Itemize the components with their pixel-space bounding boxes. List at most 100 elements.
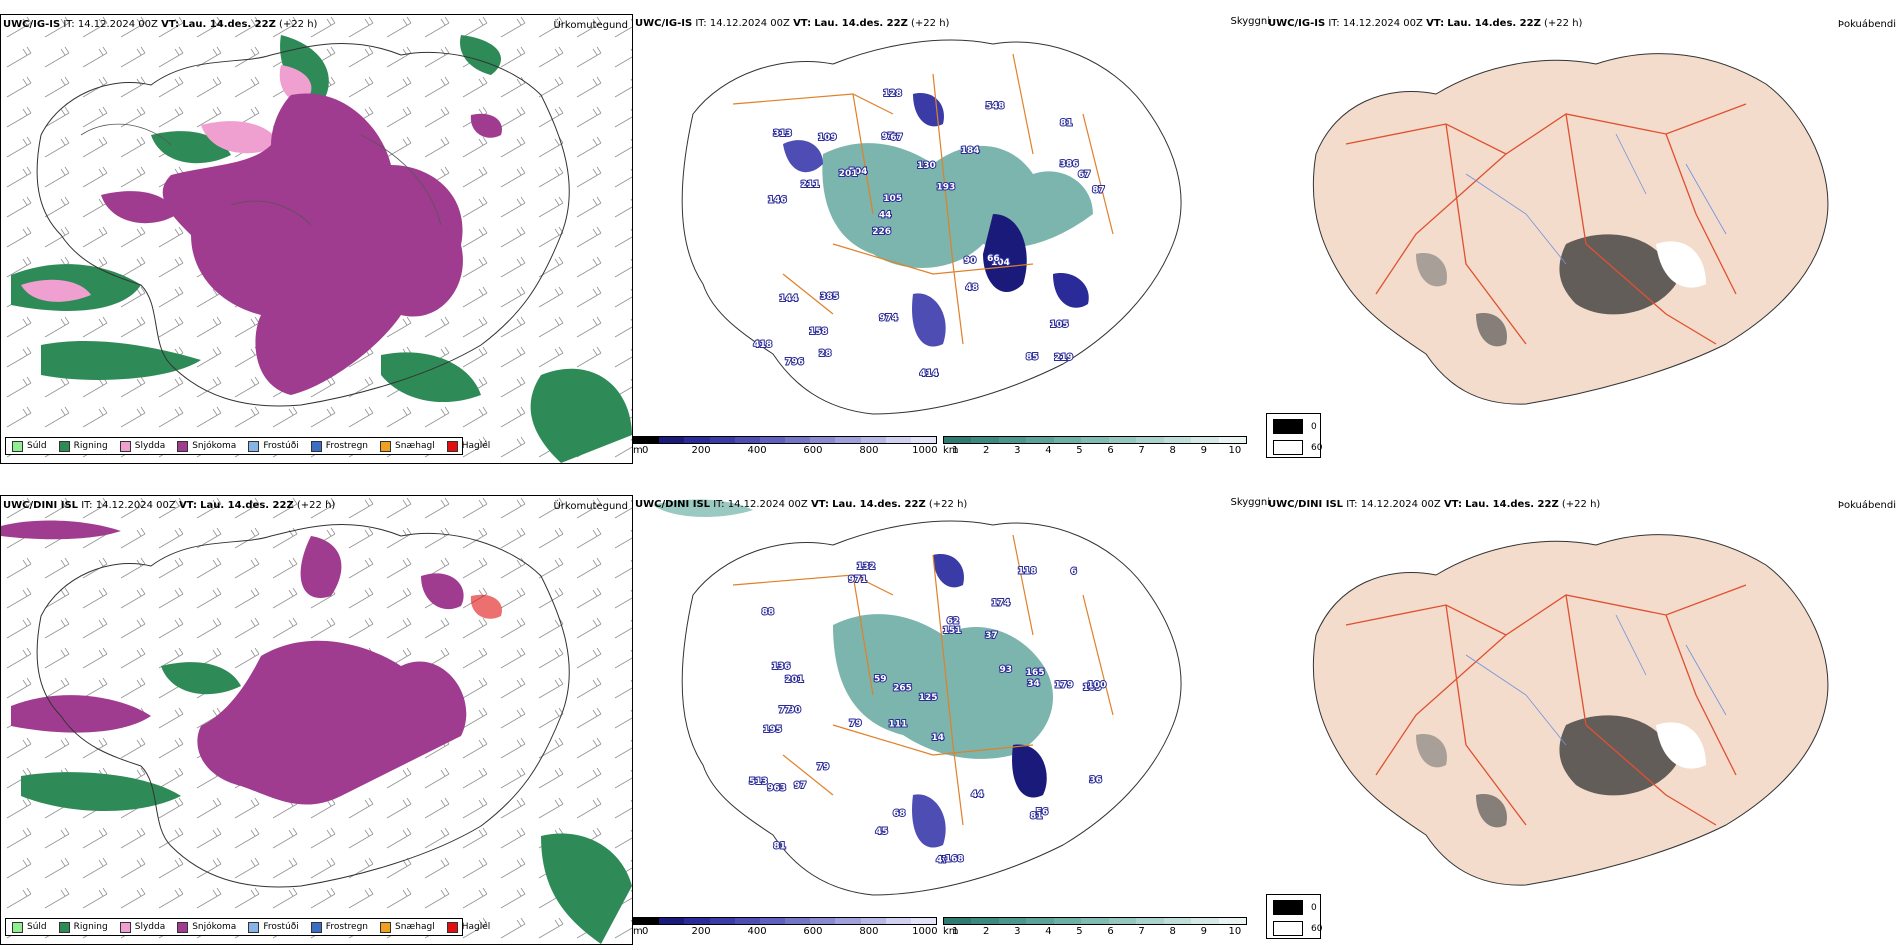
colorbar-swatch: [1218, 918, 1246, 924]
legend-label: Snæhagl: [395, 441, 435, 451]
visibility-panel-bottom: 132 174 103 111 14 90 88 37 195 151 125 81 971 79 47 16…: [633, 495, 1270, 945]
colorbar-swatch: [810, 437, 836, 443]
colorbar-tick-label: 10: [1228, 926, 1242, 937]
panel-header-bottom-precip: UWC/DINI ISL IT: 14.12.2024 00Z VT: Lau.…: [3, 500, 335, 511]
legend-item: Súld: [12, 921, 47, 933]
vt-value: Lau. 14.des. 22Z: [832, 499, 926, 510]
visibility-colorbar-bottom: km 1 2 3 4 5 6 7 8 9 10: [943, 917, 1247, 937]
ceiling-value-label: 45: [876, 827, 889, 837]
legend-item: Snæhagl: [380, 921, 435, 933]
legend-swatch: [380, 921, 392, 933]
colorbar-tick-label: 7: [1138, 926, 1145, 937]
colorbar-swatch: [835, 437, 861, 443]
ceiling-value-label: 385: [820, 292, 839, 302]
legend-label: Frostregn: [325, 922, 369, 932]
cloud-key-dark-swatch: [1273, 900, 1303, 915]
ceiling-colorbar-bottom: m 0 200 400 600 800 1000: [633, 917, 938, 937]
legend-swatch: [177, 440, 189, 452]
ceiling-value-label: 386: [1060, 160, 1079, 170]
colorbar-tick-label: 3: [1014, 926, 1021, 937]
legend-item: Frostúði: [248, 921, 299, 933]
ceiling-value-label: 90: [788, 705, 801, 715]
vt-value: Lau. 14.des. 22Z: [200, 500, 294, 511]
legend-swatch: [58, 440, 70, 452]
colorbar-swatches: [943, 917, 1247, 925]
colorbar-swatch: [971, 437, 999, 443]
legend-label: Snjókoma: [192, 441, 237, 451]
ceiling-value-label: 226: [872, 227, 891, 237]
legend-label: Frostúði: [263, 922, 299, 932]
it-label: IT:: [695, 18, 707, 29]
legend-item: Súld: [12, 440, 47, 452]
ceiling-value-label: 179: [1055, 681, 1074, 691]
colorbar-swatch: [1191, 437, 1219, 443]
colorbar-swatch: [860, 437, 886, 443]
panel-title-precip: Úrkomutegund: [553, 20, 628, 31]
legend-swatch: [310, 440, 322, 452]
ceiling-value-label: 193: [937, 183, 956, 193]
ceiling-value-label: 151: [943, 626, 962, 636]
precip-map-top: [1, 15, 632, 463]
ceiling-value-label: 265: [893, 684, 912, 694]
colorbar-swatch: [1163, 437, 1192, 443]
colorbar-swatch: [1218, 437, 1246, 443]
ceiling-value-label: 184: [961, 146, 980, 156]
model-name: UWC/IG-IS: [635, 18, 693, 29]
precip-panel-top: UWC/IG-IS IT: 14.12.2024 00Z VT: Lau. 14…: [0, 14, 633, 464]
legend-swatch: [12, 440, 23, 452]
ceiling-value-label: 313: [773, 129, 792, 139]
it-value: 14.12.2024 00Z: [1360, 499, 1441, 510]
colorbar-swatch: [971, 918, 999, 924]
colorbar-tick-label: 400: [747, 926, 767, 937]
ceiling-value-label: 211: [801, 180, 820, 190]
colorbar-swatch: [634, 437, 660, 443]
legend-label: Slydda: [134, 441, 166, 451]
visibility-panel-top: 219 146 81 226 184 796 97 130 144 504 418 158 67 193 1…: [633, 14, 1270, 464]
colorbar-swatch: [910, 437, 937, 443]
vt-label: VT:: [1426, 18, 1445, 29]
colorbar-swatch: [910, 918, 937, 924]
ceiling-value-label: 168: [945, 855, 964, 865]
precip-legend-top: Súld Rigning Slydda Snjókoma Frostúði Frostre…: [5, 437, 490, 455]
ceiling-value-label: 103: [1083, 683, 1102, 693]
colorbar-tick-label: 200: [691, 445, 711, 456]
it-value: 14.12.2024 00Z: [709, 18, 790, 29]
colorbar-swatch: [1026, 918, 1054, 924]
lead-time: (+22 h): [1544, 18, 1583, 29]
it-value: 14.12.2024 00Z: [77, 19, 158, 30]
vt-label: VT:: [178, 500, 197, 511]
legend-swatch: [58, 921, 70, 933]
vt-label: VT:: [810, 499, 829, 510]
ceiling-value-label: 68: [893, 809, 906, 819]
ceiling-value-label: 146: [768, 195, 787, 205]
model-name: UWC/DINI ISL: [3, 500, 79, 511]
vt-label: VT:: [161, 19, 180, 30]
ceiling-value-label: 128: [883, 89, 902, 99]
it-label: IT:: [1346, 499, 1358, 510]
legend-item: Haglél: [446, 440, 491, 452]
colorbar-tick-label: 8: [1169, 926, 1176, 937]
lead-time: (+22 h): [911, 18, 950, 29]
colorbar-unit: km: [943, 445, 959, 456]
colorbar-tick-label: 1: [951, 926, 959, 937]
panel-header-bottom-fog: UWC/DINI ISL IT: 14.12.2024 00Z VT: Lau.…: [1268, 499, 1600, 510]
colorbar-tick-label: 0: [641, 926, 649, 937]
fog-panel-bottom: UWC/DINI ISL IT: 14.12.2024 00Z VT: Lau.…: [1266, 495, 1900, 935]
colorbar-swatch: [885, 437, 911, 443]
colorbar-tick-label: 3: [1014, 445, 1021, 456]
ceiling-value-label: 144: [779, 294, 798, 304]
vt-value: Lau. 14.des. 22Z: [182, 19, 276, 30]
legend-label: Rigning: [73, 441, 108, 451]
legend-label: Haglél: [461, 441, 491, 451]
legend-swatch: [446, 921, 458, 933]
ceiling-value-label: 105: [883, 194, 902, 204]
colorbar-tick-label: 1000: [912, 926, 938, 937]
it-label: IT:: [1328, 18, 1340, 29]
ceiling-value-label: 174: [991, 599, 1010, 609]
legend-swatch: [380, 440, 392, 452]
colorbar-labels: km 1 2 3 4 5 6 7 8 9 10: [943, 444, 1247, 456]
legend-item: Slydda: [119, 440, 166, 452]
ceiling-value-label: 67: [1078, 170, 1091, 180]
legend-label: Frostregn: [325, 441, 369, 451]
visibility-colorbar-top: km 1 2 3 4 5 6 7 8 9 10: [943, 436, 1247, 456]
